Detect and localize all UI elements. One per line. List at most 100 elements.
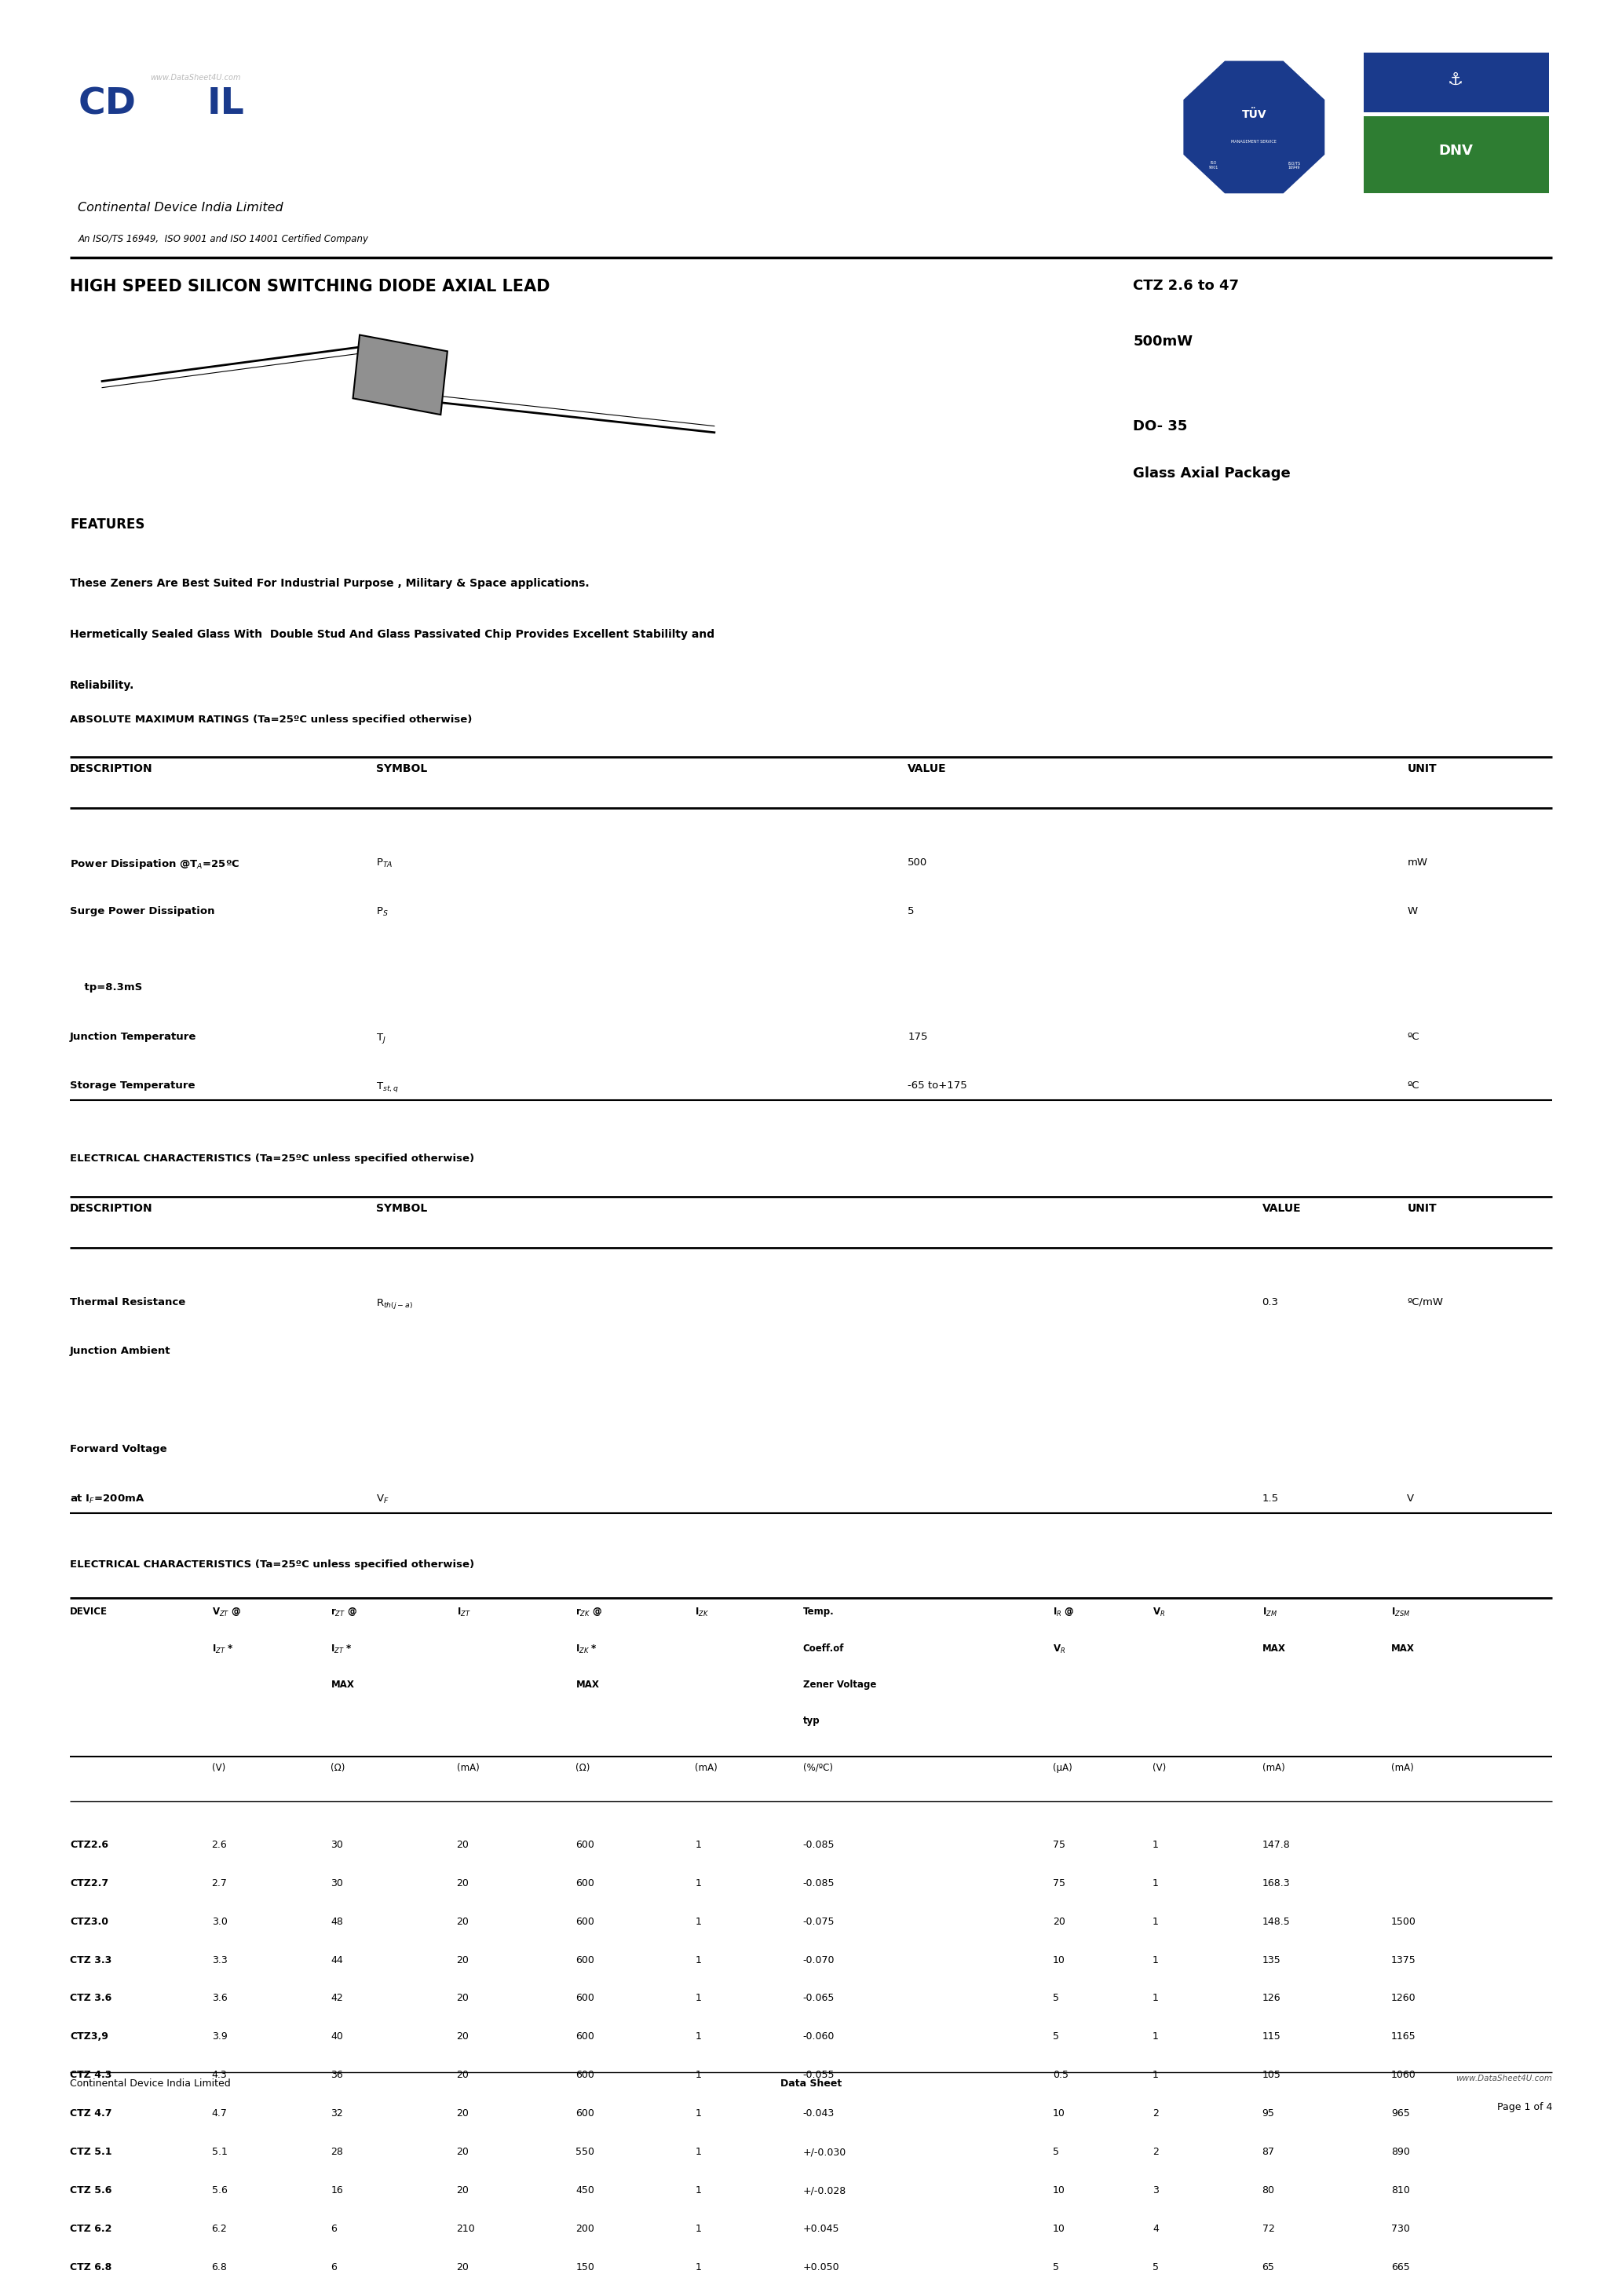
Text: 3.3: 3.3 bbox=[212, 1954, 227, 1965]
Text: (V): (V) bbox=[1153, 1763, 1166, 1773]
Text: Data Sheet: Data Sheet bbox=[780, 2078, 842, 2089]
Text: 0.5: 0.5 bbox=[1053, 2071, 1069, 2080]
Text: 2.7: 2.7 bbox=[212, 1878, 227, 1887]
Text: ELECTRICAL CHARACTERISTICS (Ta=25ºC unless specified otherwise): ELECTRICAL CHARACTERISTICS (Ta=25ºC unle… bbox=[70, 1559, 474, 1570]
Text: CTZ 4.7: CTZ 4.7 bbox=[70, 2108, 112, 2119]
Text: 1500: 1500 bbox=[1392, 1917, 1416, 1926]
Text: r$_{ZK}$ @: r$_{ZK}$ @ bbox=[576, 1607, 603, 1619]
Text: ELECTRICAL CHARACTERISTICS (Ta=25ºC unless specified otherwise): ELECTRICAL CHARACTERISTICS (Ta=25ºC unle… bbox=[70, 1155, 474, 1164]
Text: Hermetically Sealed Glass With  Double Stud And Glass Passivated Chip Provides E: Hermetically Sealed Glass With Double St… bbox=[70, 629, 715, 641]
Text: Junction Temperature: Junction Temperature bbox=[70, 1031, 196, 1042]
Text: 28: 28 bbox=[331, 2147, 344, 2158]
Text: 148.5: 148.5 bbox=[1262, 1917, 1289, 1926]
Polygon shape bbox=[354, 335, 448, 416]
Text: CTZ 5.1: CTZ 5.1 bbox=[70, 2147, 112, 2158]
Text: ABSOLUTE MAXIMUM RATINGS (Ta=25ºC unless specified otherwise): ABSOLUTE MAXIMUM RATINGS (Ta=25ºC unless… bbox=[70, 714, 472, 726]
Text: Surge Power Dissipation: Surge Power Dissipation bbox=[70, 907, 214, 916]
Text: 3.9: 3.9 bbox=[212, 2032, 227, 2041]
Text: 105: 105 bbox=[1262, 2071, 1281, 2080]
Text: 2: 2 bbox=[1153, 2147, 1158, 2158]
Text: UNIT: UNIT bbox=[1408, 762, 1437, 774]
Text: 1: 1 bbox=[1153, 1993, 1158, 2004]
Text: Storage Temperature: Storage Temperature bbox=[70, 1081, 195, 1091]
Text: -0.065: -0.065 bbox=[803, 1993, 835, 2004]
Text: -0.070: -0.070 bbox=[803, 1954, 835, 1965]
Text: 210: 210 bbox=[456, 2225, 475, 2234]
Text: T$_{st,q}$: T$_{st,q}$ bbox=[376, 1081, 399, 1095]
Text: Power Dissipation @T$_A$=25ºC: Power Dissipation @T$_A$=25ºC bbox=[70, 856, 240, 870]
Text: CTZ3,9: CTZ3,9 bbox=[70, 2032, 109, 2041]
Text: ISO 14001: ISO 14001 bbox=[1367, 53, 1406, 60]
Text: (mA): (mA) bbox=[1262, 1763, 1285, 1773]
Text: (mA): (mA) bbox=[694, 1763, 717, 1773]
Text: I$_{ZSM}$: I$_{ZSM}$ bbox=[1392, 1607, 1410, 1619]
Text: -0.043: -0.043 bbox=[803, 2108, 835, 2119]
Text: 48: 48 bbox=[331, 1917, 344, 1926]
Text: MANAGEMENT SERVICE: MANAGEMENT SERVICE bbox=[1231, 140, 1277, 145]
Text: 1: 1 bbox=[694, 1839, 701, 1851]
Text: 5: 5 bbox=[1053, 1993, 1059, 2004]
Text: -0.060: -0.060 bbox=[803, 2032, 835, 2041]
Polygon shape bbox=[1182, 60, 1325, 195]
Text: -0.085: -0.085 bbox=[803, 1878, 835, 1887]
Text: www.DataSheet4U.com: www.DataSheet4U.com bbox=[151, 73, 242, 83]
Text: 72: 72 bbox=[1262, 2225, 1275, 2234]
Text: 730: 730 bbox=[1392, 2225, 1410, 2234]
Text: 20: 20 bbox=[456, 1954, 469, 1965]
Text: Thermal Resistance: Thermal Resistance bbox=[70, 1297, 185, 1306]
Text: SYMBOL: SYMBOL bbox=[376, 762, 427, 774]
Text: (mA): (mA) bbox=[456, 1763, 478, 1773]
Text: r$_{ZT}$ @: r$_{ZT}$ @ bbox=[331, 1607, 357, 1619]
Text: CTZ3.0: CTZ3.0 bbox=[70, 1917, 109, 1926]
Text: 3: 3 bbox=[1153, 2186, 1158, 2195]
Text: DEVICE: DEVICE bbox=[70, 1607, 107, 1616]
Text: ºC: ºC bbox=[1408, 1031, 1419, 1042]
Text: 20: 20 bbox=[456, 1878, 469, 1887]
Text: UNIT: UNIT bbox=[1408, 1203, 1437, 1215]
Text: -0.085: -0.085 bbox=[803, 1839, 835, 1851]
Text: at I$_F$=200mA: at I$_F$=200mA bbox=[70, 1492, 144, 1506]
Text: I$_{ZT}$: I$_{ZT}$ bbox=[456, 1607, 470, 1619]
Text: MAX: MAX bbox=[1262, 1644, 1286, 1653]
Text: 32: 32 bbox=[331, 2108, 344, 2119]
Text: 175: 175 bbox=[908, 1031, 928, 1042]
Text: 5: 5 bbox=[1153, 2262, 1158, 2273]
Text: MAX: MAX bbox=[331, 1678, 354, 1690]
Text: 75: 75 bbox=[1053, 1878, 1066, 1887]
Text: 1: 1 bbox=[694, 2186, 701, 2195]
Text: 4.7: 4.7 bbox=[212, 2108, 227, 2119]
Text: P$_S$: P$_S$ bbox=[376, 907, 388, 918]
Text: 600: 600 bbox=[576, 1878, 595, 1887]
Text: VALUE: VALUE bbox=[1262, 1203, 1301, 1215]
Text: 1: 1 bbox=[694, 2147, 701, 2158]
Text: 10: 10 bbox=[1053, 2225, 1066, 2234]
Text: 600: 600 bbox=[576, 1993, 595, 2004]
Text: Reliability.: Reliability. bbox=[70, 680, 135, 691]
Text: 1: 1 bbox=[694, 1917, 701, 1926]
Text: W: W bbox=[1408, 907, 1418, 916]
Text: P$_{TA}$: P$_{TA}$ bbox=[376, 856, 393, 870]
Text: 3.6: 3.6 bbox=[212, 1993, 227, 2004]
Text: 1: 1 bbox=[1153, 1839, 1158, 1851]
Text: MAX: MAX bbox=[1392, 1644, 1414, 1653]
Text: 600: 600 bbox=[576, 2108, 595, 2119]
Text: Zener Voltage: Zener Voltage bbox=[803, 1678, 876, 1690]
Text: R$_{th(j-a)}$: R$_{th(j-a)}$ bbox=[376, 1297, 412, 1311]
Text: 965: 965 bbox=[1392, 2108, 1410, 2119]
Text: 20: 20 bbox=[456, 1917, 469, 1926]
Text: 500: 500 bbox=[908, 856, 928, 868]
Text: 600: 600 bbox=[576, 1954, 595, 1965]
Text: 20: 20 bbox=[456, 2108, 469, 2119]
Text: 3.0: 3.0 bbox=[212, 1917, 227, 1926]
Text: 20: 20 bbox=[456, 2147, 469, 2158]
Text: 44: 44 bbox=[331, 1954, 344, 1965]
Text: 30: 30 bbox=[331, 1878, 344, 1887]
Text: CD: CD bbox=[78, 87, 136, 122]
Text: 20: 20 bbox=[456, 1839, 469, 1851]
Text: T$_J$: T$_J$ bbox=[376, 1031, 386, 1045]
Text: 1: 1 bbox=[1153, 1917, 1158, 1926]
Text: CTZ 6.8: CTZ 6.8 bbox=[70, 2262, 112, 2273]
Text: Forward Voltage: Forward Voltage bbox=[70, 1444, 167, 1453]
Text: Page 1 of 4: Page 1 of 4 bbox=[1497, 2103, 1552, 2112]
Text: CTZ 3.6: CTZ 3.6 bbox=[70, 1993, 112, 2004]
